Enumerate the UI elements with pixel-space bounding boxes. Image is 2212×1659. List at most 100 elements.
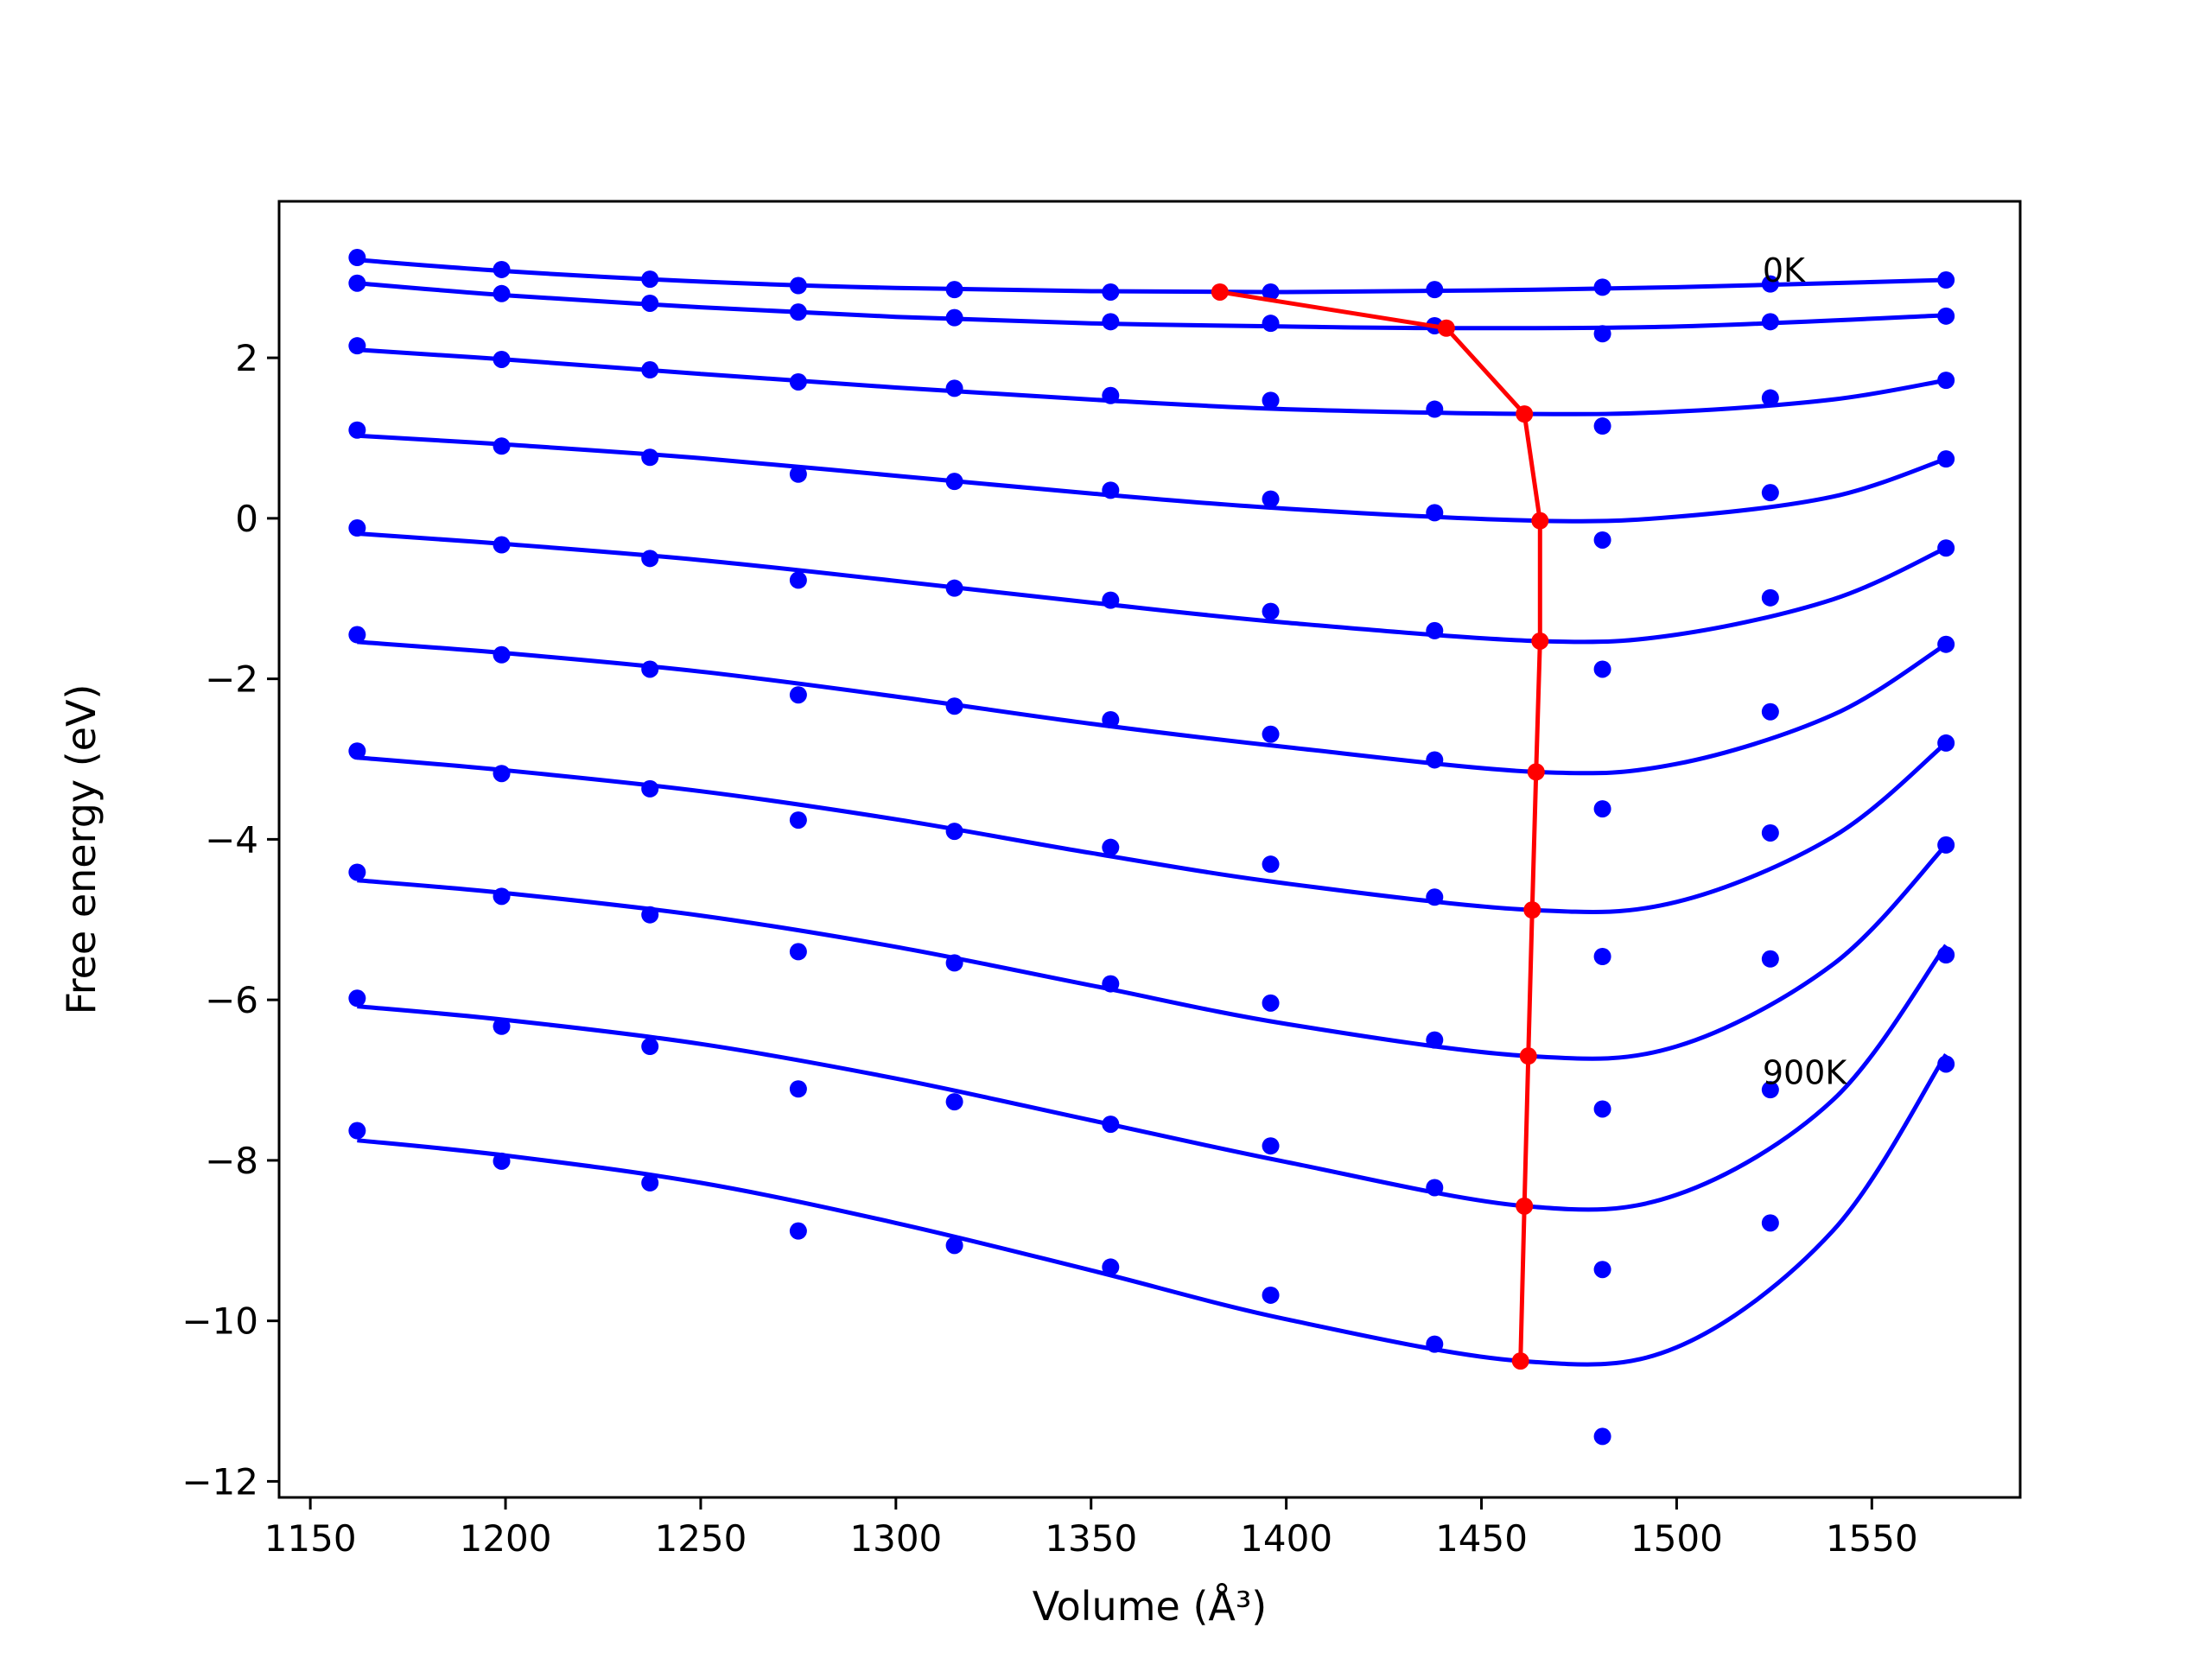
minimum-point	[1531, 512, 1549, 530]
data-point	[641, 906, 659, 924]
y-tick-label: −10	[181, 1300, 258, 1343]
data-point	[641, 448, 659, 467]
data-point	[641, 294, 659, 312]
data-point	[1761, 950, 1779, 968]
data-point	[641, 1038, 659, 1056]
data-point	[1262, 994, 1280, 1012]
data-point	[1426, 504, 1444, 522]
data-point	[945, 308, 963, 327]
data-point	[1426, 281, 1444, 299]
data-point	[1761, 702, 1779, 721]
data-point	[1426, 1031, 1444, 1049]
data-point	[945, 823, 963, 841]
data-point	[1593, 417, 1611, 435]
data-point	[1102, 313, 1120, 331]
data-point	[493, 645, 511, 664]
data-point	[789, 811, 807, 830]
data-point	[493, 284, 511, 302]
data-point	[1262, 283, 1280, 301]
data-point	[1761, 1214, 1779, 1232]
minima-path	[1211, 283, 1549, 1370]
data-point	[1761, 275, 1779, 293]
data-point	[1102, 975, 1120, 993]
temperature-annotation: 900K	[1763, 1054, 1848, 1092]
y-tick-label: −8	[205, 1140, 258, 1182]
data-point	[493, 765, 511, 783]
data-point	[1426, 621, 1444, 639]
data-point	[1426, 400, 1444, 418]
data-point	[1937, 635, 1955, 653]
minimum-point	[1511, 1352, 1529, 1370]
minimum-point	[1519, 1047, 1537, 1065]
fit-curve-9	[357, 1052, 1948, 1367]
data-point	[641, 550, 659, 568]
data-point	[1593, 1261, 1611, 1279]
data-point	[1262, 315, 1280, 333]
data-point	[1593, 800, 1611, 818]
data-point	[1593, 947, 1611, 965]
data-point	[945, 379, 963, 397]
y-tick-label: 2	[235, 337, 258, 379]
data-points	[348, 249, 1955, 1446]
data-point	[1937, 307, 1955, 325]
data-point	[1102, 1116, 1120, 1134]
data-point	[493, 1152, 511, 1170]
fit-curve-6	[357, 741, 1948, 914]
data-point	[1593, 1427, 1611, 1446]
y-tick-label: 0	[235, 498, 258, 540]
data-point	[1593, 278, 1611, 296]
data-point	[1761, 1081, 1779, 1099]
data-point	[348, 989, 366, 1007]
data-point	[1937, 372, 1955, 390]
x-tick-label: 1250	[654, 1517, 747, 1560]
data-point	[945, 281, 963, 299]
data-point	[789, 303, 807, 321]
x-tick-label: 1500	[1630, 1517, 1723, 1560]
x-tick-label: 1300	[849, 1517, 942, 1560]
fit-curve-1	[357, 281, 1947, 331]
fit-curves	[357, 257, 1948, 1367]
data-point	[1102, 283, 1120, 301]
data-point	[945, 1236, 963, 1255]
data-point	[1262, 855, 1280, 874]
data-point	[1426, 751, 1444, 769]
x-axis-ticks: 1150 1200 1250 1300 1350 1400 1450 1500 1550	[264, 1497, 1918, 1560]
data-point	[1102, 838, 1120, 856]
data-point	[789, 372, 807, 391]
data-point	[1262, 391, 1280, 410]
data-point	[1426, 1335, 1444, 1353]
data-point	[1761, 484, 1779, 502]
x-tick-label: 1200	[460, 1517, 552, 1560]
data-point	[641, 660, 659, 678]
data-point	[641, 270, 659, 289]
minimum-point	[1516, 1197, 1534, 1215]
data-point	[493, 437, 511, 455]
annotations: 0K 900K	[1763, 251, 1848, 1092]
x-tick-label: 1150	[264, 1517, 357, 1560]
data-point	[493, 887, 511, 906]
data-point	[348, 274, 366, 292]
x-tick-label: 1400	[1240, 1517, 1332, 1560]
x-tick-label: 1350	[1045, 1517, 1137, 1560]
y-tick-label: −6	[205, 979, 258, 1021]
data-point	[1937, 734, 1955, 752]
fit-curve-8	[357, 944, 1948, 1212]
data-point	[789, 1222, 807, 1240]
data-point	[348, 249, 366, 267]
y-tick-label: −2	[205, 658, 258, 701]
data-point	[493, 350, 511, 368]
data-point	[789, 1080, 807, 1098]
data-point	[348, 626, 366, 644]
data-point	[1102, 711, 1120, 728]
x-axis-label: Volume (Å³)	[1033, 1583, 1268, 1630]
data-point	[1761, 313, 1779, 331]
fit-curve-3	[357, 433, 1947, 524]
data-point	[1593, 531, 1611, 549]
data-point	[945, 954, 963, 972]
minimum-point	[1516, 405, 1534, 423]
fit-curve-4	[357, 531, 1948, 645]
data-point	[1761, 823, 1779, 842]
minimum-point	[1437, 319, 1455, 337]
